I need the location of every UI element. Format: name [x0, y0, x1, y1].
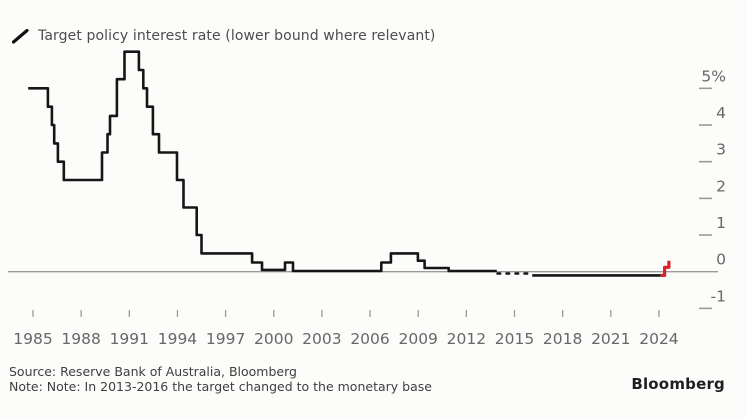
- x-tick-label: 2021: [591, 330, 630, 348]
- x-tick-label: 1994: [158, 330, 197, 348]
- y-tick-label: 5%: [701, 67, 726, 85]
- x-tick-label: 2015: [495, 330, 534, 348]
- x-tick-label: 1991: [110, 330, 149, 348]
- x-tick-label: 1997: [206, 330, 245, 348]
- x-tick-label: 2024: [639, 330, 678, 348]
- source-text: Source: Reserve Bank of Australia, Bloom…: [9, 364, 297, 379]
- bloomberg-logo: Bloomberg: [631, 375, 725, 393]
- chart-legend: Target policy interest rate (lower bound…: [12, 28, 436, 44]
- note-text: Note: Note: In 2013-2016 the target chan…: [9, 379, 432, 394]
- x-tick-label: 2000: [254, 330, 293, 348]
- policy-rate-chart: 5% 4 3 2 1 0 -1 1985 1988 1991 1994 1997 2000 2003 200…: [8, 50, 726, 348]
- y-tick-label: 3: [716, 141, 726, 159]
- y-tick-label: 2: [716, 177, 726, 195]
- y-tick-label: 4: [716, 104, 726, 122]
- legend-label: Target policy interest rate (lower bound…: [38, 28, 436, 44]
- x-tick-label: 2018: [543, 330, 582, 348]
- x-tick-label: 1988: [61, 330, 100, 348]
- y-tick-label: 1: [716, 214, 726, 232]
- x-tick-label: 1985: [13, 330, 52, 348]
- x-tick-label: 2006: [350, 330, 389, 348]
- x-tick-label: 2003: [302, 330, 341, 348]
- diagonal-line-icon: [12, 28, 29, 44]
- y-tick-label: 0: [716, 251, 726, 269]
- policy-rate-latest-hikes-highlight: [660, 260, 671, 277]
- x-tick-label: 2009: [398, 330, 437, 348]
- y-tick-label: -1: [711, 287, 726, 305]
- x-tick-label: 2012: [447, 330, 486, 348]
- policy-rate-line: [28, 50, 497, 273]
